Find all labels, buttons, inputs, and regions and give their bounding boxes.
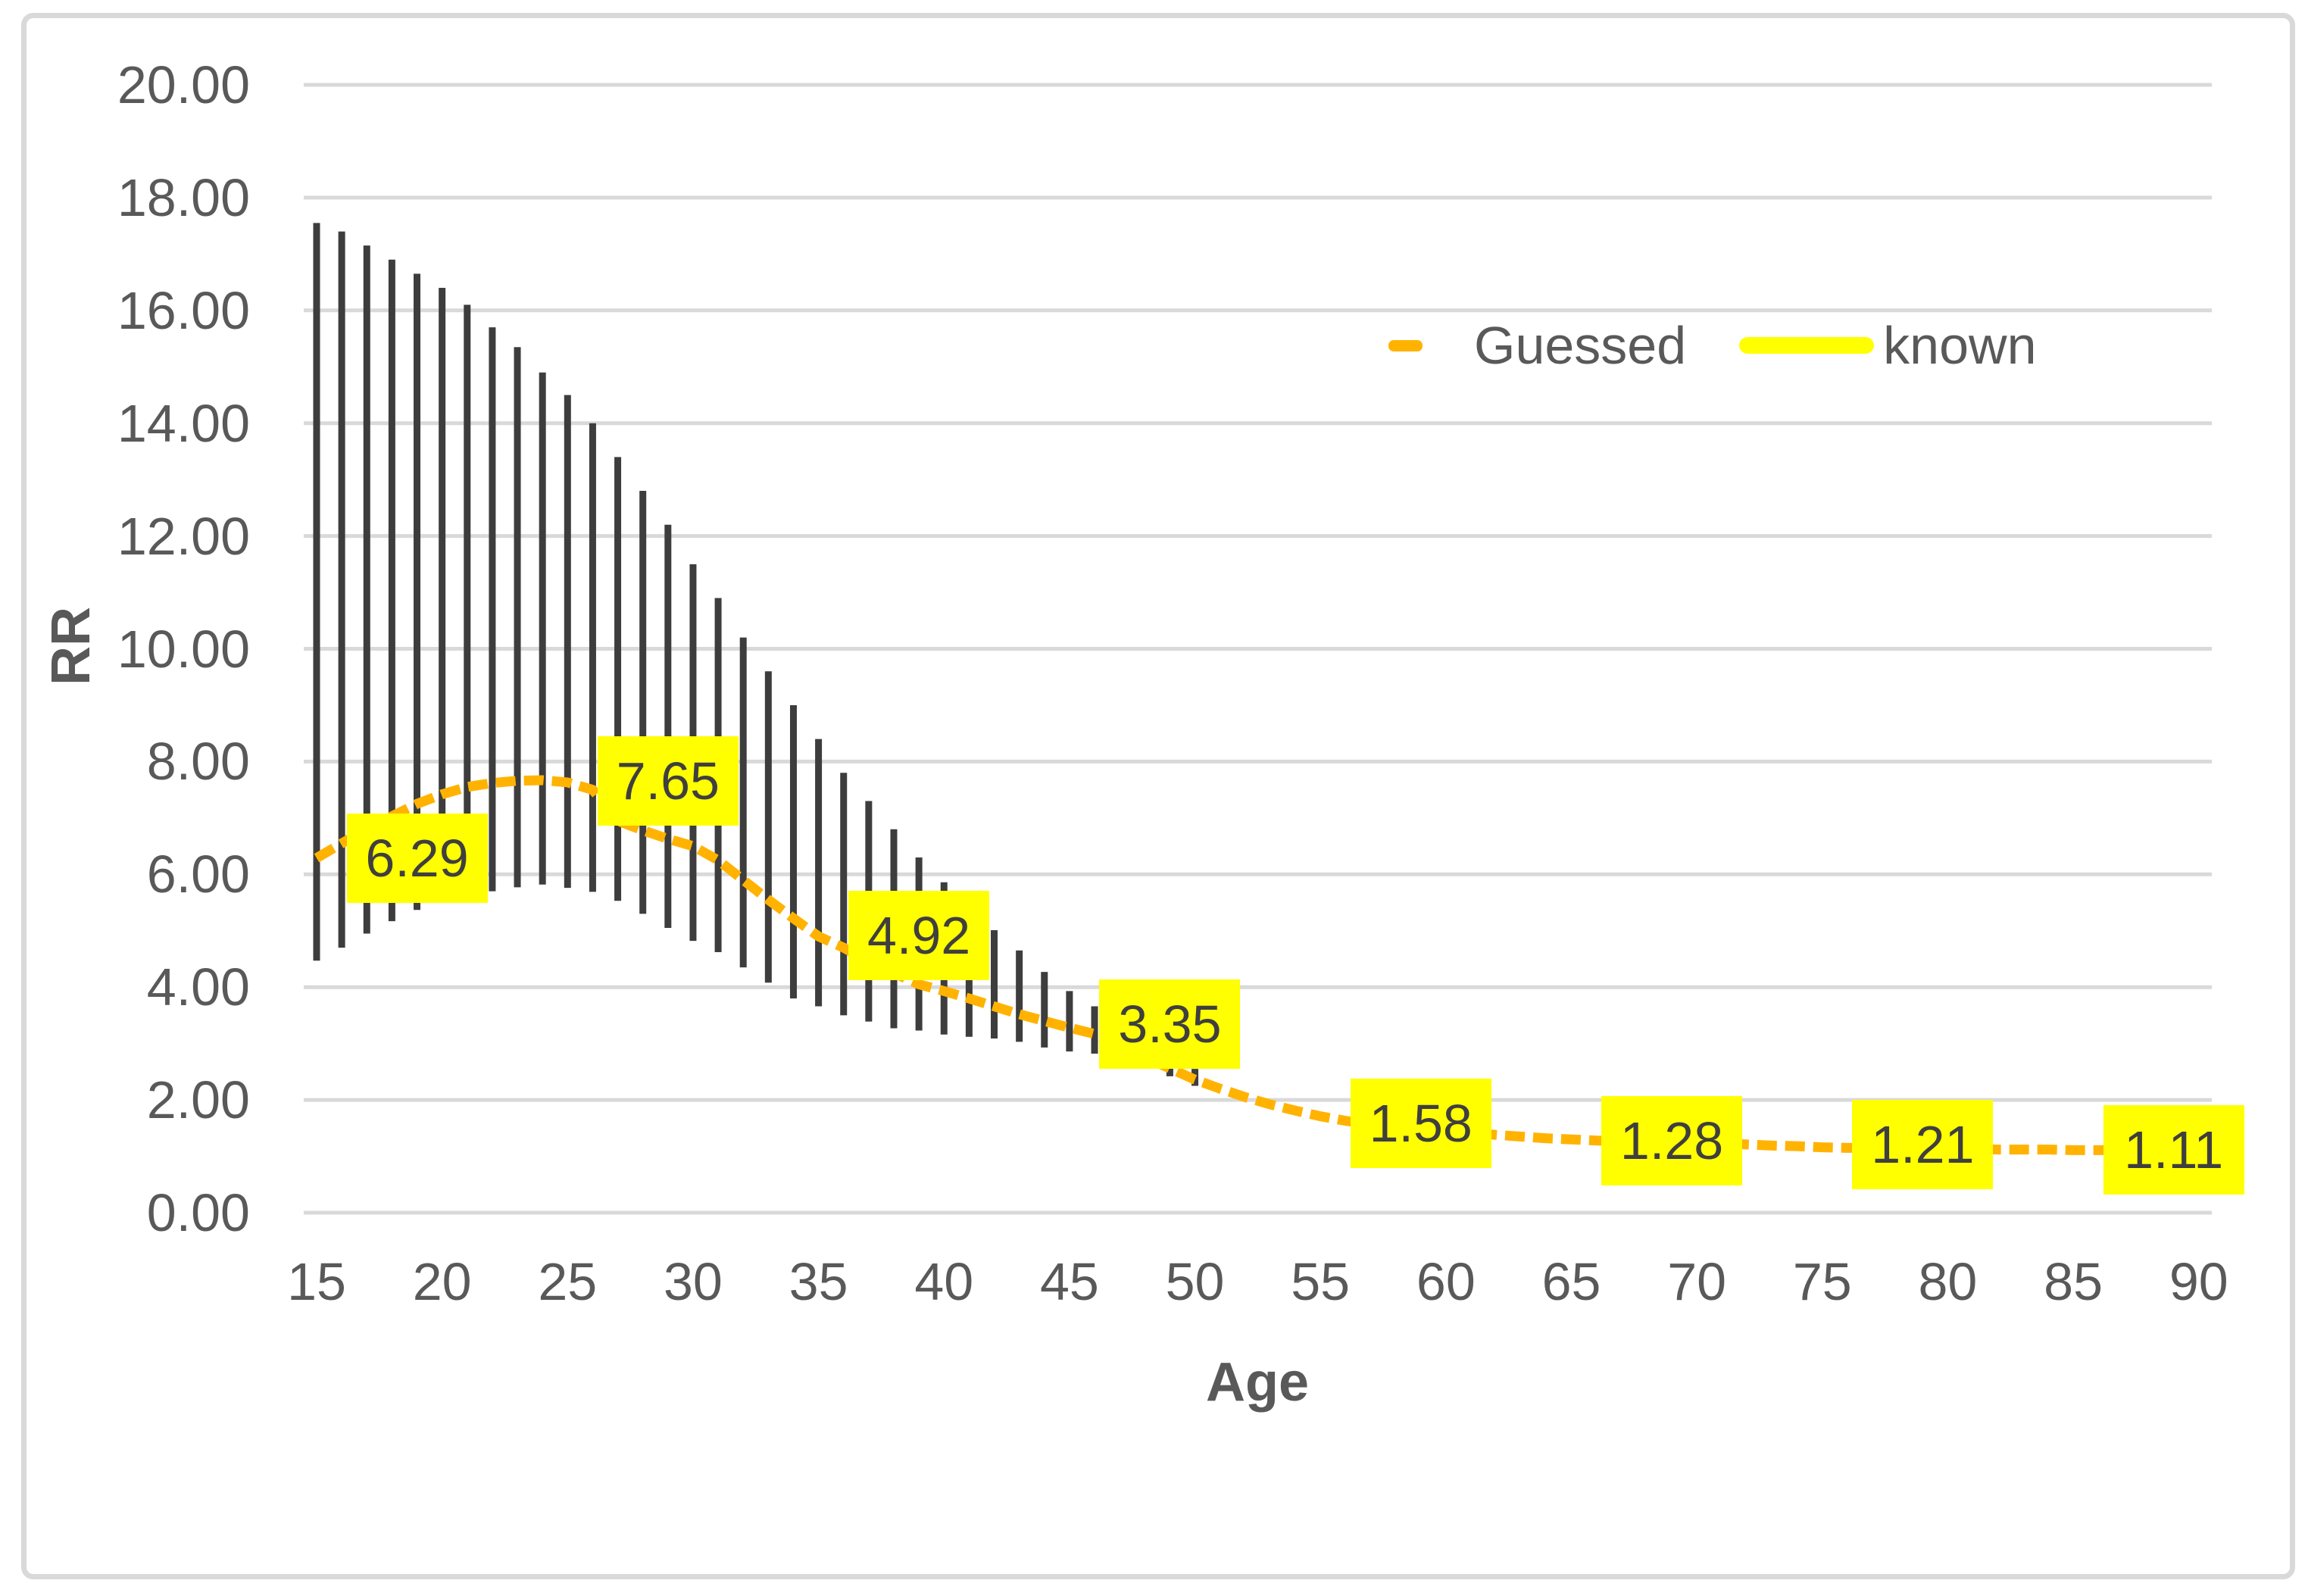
known-data-label: 1.58 xyxy=(1350,1079,1491,1169)
chart-outer-border xyxy=(21,13,2295,1579)
known-data-label: 3.35 xyxy=(1099,979,1241,1069)
y-axis-title: RR xyxy=(41,607,102,686)
known-data-label: 1.21 xyxy=(1852,1099,1994,1189)
x-tick-label: 75 xyxy=(1792,1252,1852,1311)
y-tick-label: 10.00 xyxy=(117,619,250,679)
y-tick-label: 16.00 xyxy=(117,280,250,340)
x-tick-label: 65 xyxy=(1541,1252,1601,1311)
y-tick-label: 20.00 xyxy=(117,55,250,114)
y-tick-label: 2.00 xyxy=(146,1070,250,1130)
known-data-label: 6.29 xyxy=(346,813,488,903)
x-tick-label: 85 xyxy=(2044,1252,2103,1311)
x-tick-label: 50 xyxy=(1165,1252,1225,1311)
guessed-dash-swatch-icon xyxy=(1388,339,1423,351)
x-tick-label: 70 xyxy=(1667,1252,1727,1311)
x-tick-label: 30 xyxy=(664,1252,723,1311)
known-data-label: 7.65 xyxy=(597,736,739,826)
x-tick-label: 55 xyxy=(1291,1252,1351,1311)
x-tick-label: 15 xyxy=(287,1252,346,1311)
legend: Guessed known xyxy=(1388,316,2037,375)
legend-label-guessed: Guessed xyxy=(1474,316,1687,375)
guessed-series-line xyxy=(314,775,2199,1156)
x-axis-title: Age xyxy=(1205,1352,1310,1413)
x-tick-label: 60 xyxy=(1416,1252,1476,1311)
x-tick-label: 80 xyxy=(1918,1252,1978,1311)
y-tick-label: 14.00 xyxy=(117,393,250,453)
x-tick-label: 35 xyxy=(789,1252,848,1311)
y-tick-label: 18.00 xyxy=(117,167,250,227)
x-tick-label: 45 xyxy=(1039,1252,1099,1311)
x-tick-label: 90 xyxy=(2169,1252,2228,1311)
known-data-label: 1.11 xyxy=(2103,1105,2244,1195)
legend-label-known: known xyxy=(1883,316,2037,375)
known-line-swatch-icon xyxy=(1739,337,1875,354)
known-data-label: 1.28 xyxy=(1601,1095,1743,1185)
y-tick-label: 12.00 xyxy=(117,506,250,566)
known-data-label: 4.92 xyxy=(848,890,990,980)
y-tick-label: 0.00 xyxy=(146,1183,250,1242)
x-tick-label: 20 xyxy=(412,1252,472,1311)
y-tick-label: 8.00 xyxy=(146,732,250,792)
error-bars xyxy=(313,223,1199,1086)
x-tick-label: 25 xyxy=(538,1252,598,1311)
y-tick-label: 4.00 xyxy=(146,957,250,1017)
y-tick-label: 6.00 xyxy=(146,845,250,904)
x-tick-label: 40 xyxy=(914,1252,974,1311)
